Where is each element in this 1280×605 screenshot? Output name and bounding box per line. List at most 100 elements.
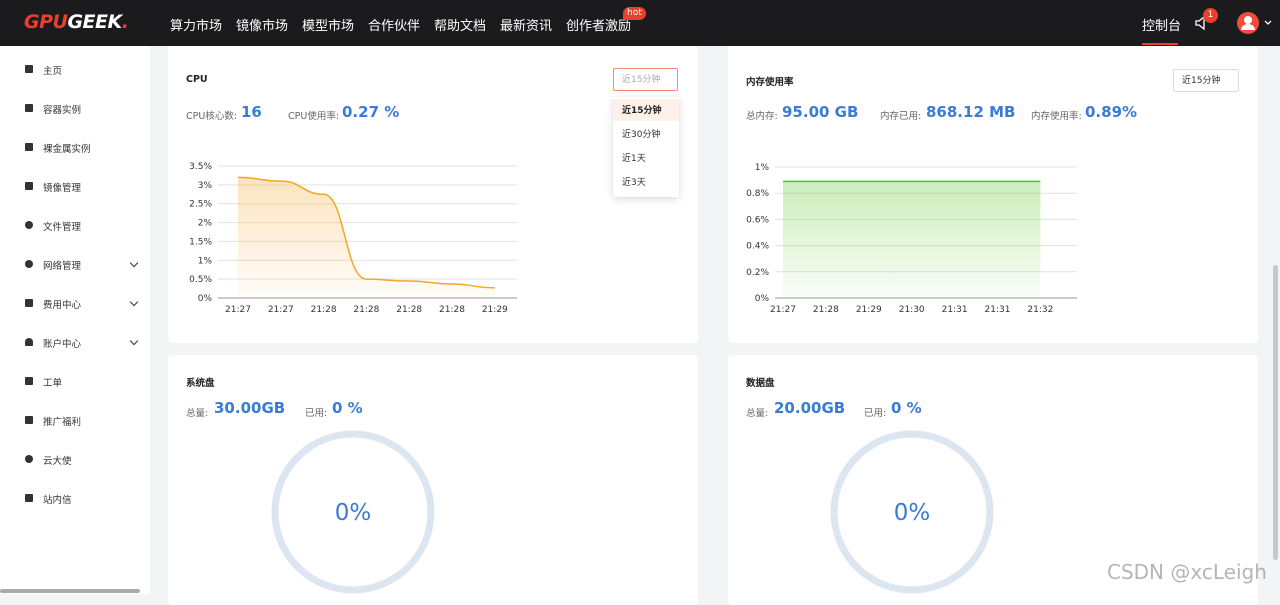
y-tick-label: 3.5% [189,162,212,172]
range-select[interactable]: 近15分钟 [613,68,678,91]
stat-value: 30.00GB [214,399,286,417]
ring-label: 0% [894,500,931,526]
menu-item[interactable]: 镜像管理 [43,183,82,194]
dropdown-option[interactable]: 近1天 [622,154,646,164]
logo[interactable]: GPUGEEK. [24,11,129,33]
system-disk-card [168,355,698,605]
nav-link[interactable]: 模型市场 [302,19,355,34]
scrollbar[interactable] [1273,265,1278,560]
stat-label: 总内存: [746,111,778,122]
stat-label: 内存已用: [880,111,922,122]
range-dropdown: 近15分钟 近30分钟 近1天 近3天 [613,97,679,197]
x-tick-label: 21:28 [813,305,839,315]
y-tick-label: 0% [755,294,770,304]
nav-link[interactable]: 算力市场 [170,19,223,34]
y-tick-label: 2% [198,219,213,229]
x-tick-label: 21:31 [942,305,968,315]
menu-item[interactable]: 账户中心 [43,339,82,350]
y-tick-label: 1% [755,163,770,173]
notice-icon[interactable] [1194,15,1210,31]
scrollbar[interactable] [0,589,140,593]
data-disk-card [728,355,1258,605]
stat-value: 0 % [332,399,363,417]
range-value: 近15分钟 [622,75,661,85]
logo-part: GEEK [67,11,122,33]
nav-link[interactable]: 镜像市场 [236,19,289,34]
dropdown-option[interactable]: 近3天 [622,178,646,188]
menu-item[interactable]: 工单 [43,378,63,389]
x-tick-label: 21:32 [1027,305,1053,315]
y-tick-label: 2.5% [189,200,212,210]
stat-value: 20.00GB [774,399,846,417]
range-select[interactable]: 近15分钟 [1173,69,1239,92]
stat-value: 16 [241,103,262,121]
stat-value: 95.00 GB [782,103,859,121]
menu-item[interactable]: 费用中心 [43,300,82,311]
stat-value: 0.89% [1085,103,1138,121]
console-link[interactable]: 控制台 [1142,19,1182,34]
sidebar: 主页 容器实例 裸金属实例 镜像管理 文件管理 网络管理 费用中心 账户中心 工… [0,46,150,594]
menu-item[interactable]: 文件管理 [43,222,82,233]
nav-link[interactable]: 最新资讯 [500,19,553,34]
stat-label: 总量: [186,408,209,419]
ring-label: 0% [335,500,372,526]
stat-value: 868.12 MB [926,103,1016,121]
x-tick-label: 21:29 [482,305,508,315]
y-tick-label: 0.4% [746,242,769,252]
avatar[interactable] [1237,12,1277,36]
range-value: 近15分钟 [1182,76,1221,86]
top-nav: GPUGEEK. 算力市场 镜像市场 模型市场 合作伙伴 帮助文档 最新资讯 创… [0,0,1280,46]
menu-item[interactable]: 容器实例 [43,105,82,116]
nav-link[interactable]: 创作者激励 [566,19,632,34]
stat-label: CPU核心数: [186,111,238,122]
dropdown-option[interactable]: 近30分钟 [622,130,661,140]
x-tick-label: 21:28 [311,305,337,315]
card-title: 数据盘 [746,378,775,389]
x-tick-label: 21:27 [770,305,796,315]
y-tick-label: 0.5% [189,275,212,285]
menu-item[interactable]: 网络管理 [43,261,82,272]
y-tick-label: 0.2% [746,268,769,278]
y-tick-label: 1% [198,256,213,266]
active-underline [1142,43,1178,45]
stat-label: 内存使用率: [1031,111,1082,122]
x-tick-label: 21:30 [899,305,925,315]
stat-label: CPU使用率: [288,111,340,122]
stat-value: 0.27 % [342,103,400,121]
menu-item[interactable]: 站内信 [43,495,72,506]
nav-link[interactable]: 帮助文档 [434,19,487,34]
line [237,176,495,289]
x-tick-label: 21:27 [268,305,294,315]
x-tick-label: 21:31 [985,305,1011,315]
y-tick-label: 0.6% [746,215,769,225]
area-fill [238,177,495,298]
nav-link[interactable]: 合作伙伴 [368,19,421,34]
logo-part: . [121,11,129,33]
stat-label: 已用: [305,408,328,419]
stat-label: 已用: [864,408,887,419]
y-tick-label: 0% [198,294,213,304]
notice-badge: 1 [1203,8,1218,23]
y-tick-label: 0.8% [746,189,769,199]
watermark: CSDN @xcLeigh [1107,560,1267,584]
x-tick-label: 21:28 [396,305,422,315]
y-tick-label: 1.5% [189,237,212,247]
menu-item[interactable]: 主页 [43,66,63,77]
area-fill [783,181,1041,298]
menu-item[interactable]: 推广福利 [43,417,82,428]
card-title: CPU [186,74,208,85]
y-tick-label: 3% [198,181,213,191]
dropdown-option[interactable]: 近15分钟 [622,106,662,116]
card-title: 内存使用率 [746,77,794,88]
disk-ring [271,430,435,594]
logo-part: GPU [24,11,68,33]
menu-item[interactable]: 云大使 [43,456,72,467]
card-title: 系统盘 [186,378,215,389]
x-tick-label: 21:28 [353,305,379,315]
stat-label: 总量: [746,408,769,419]
x-tick-label: 21:27 [225,305,251,315]
hot-badge: hot [623,7,646,20]
stat-value: 0 % [891,399,922,417]
menu-item[interactable]: 裸金属实例 [43,144,91,155]
